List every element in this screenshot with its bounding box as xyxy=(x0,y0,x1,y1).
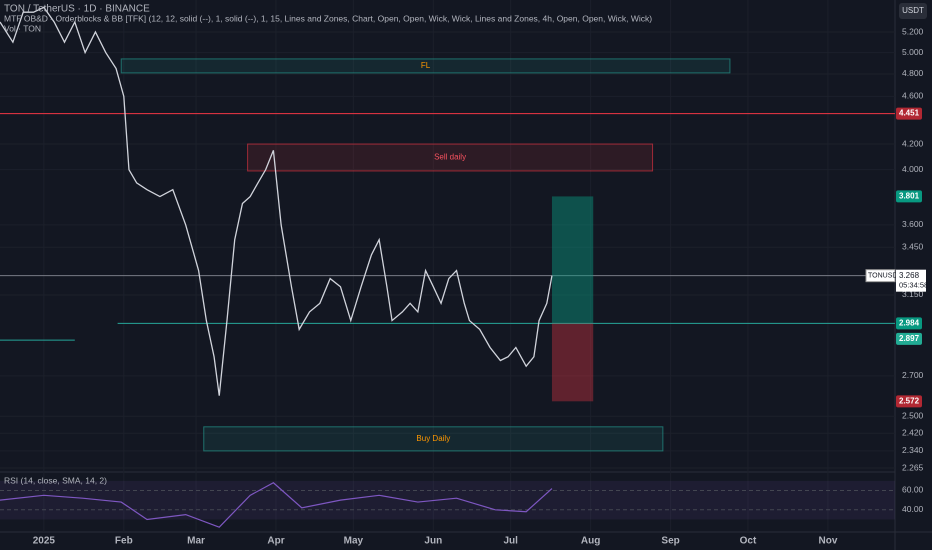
x-tick-label: Aug xyxy=(581,536,600,547)
target-box xyxy=(551,196,594,324)
y-tick-label: 3.150 xyxy=(902,289,924,299)
zone-label: Sell daily xyxy=(434,153,466,162)
price-label: 2.984 xyxy=(899,318,920,327)
rsi-band xyxy=(0,480,895,520)
price-label-bg xyxy=(896,190,922,203)
y-tick-label: 4.600 xyxy=(902,91,924,101)
x-tick-label: 2025 xyxy=(33,536,56,547)
y-tick-label: 4.200 xyxy=(902,138,924,148)
volume-title: Vol · TON xyxy=(4,23,41,33)
y-tick-label: 3.450 xyxy=(902,241,924,251)
x-tick-label: Sep xyxy=(661,536,679,547)
zone xyxy=(203,426,664,452)
symbol-tag xyxy=(865,269,896,283)
rsi-tick-label: 40.00 xyxy=(902,504,924,514)
y-tick-label: 5.000 xyxy=(902,47,924,57)
symbol-title: TON / TetherUS · 1D · BINANCE xyxy=(4,4,150,15)
price-label: 2.572 xyxy=(899,396,920,405)
price-label-bg xyxy=(896,317,922,330)
x-tick-label: Jul xyxy=(503,536,518,547)
y-tick-label: 4.000 xyxy=(902,164,924,174)
rsi-tick-label: 60.00 xyxy=(902,485,924,495)
zone-label: Buy Daily xyxy=(416,434,450,443)
y-tick-label: 2.700 xyxy=(902,370,924,380)
currency-button[interactable] xyxy=(899,3,927,19)
y-tick-label: 5.200 xyxy=(902,26,924,36)
x-tick-label: Mar xyxy=(187,536,205,547)
price-line xyxy=(0,6,553,396)
price-label: 2.897 xyxy=(899,334,920,343)
last-price-bg xyxy=(896,269,926,292)
price-label: 3.801 xyxy=(899,192,920,201)
x-tick-label: Feb xyxy=(115,536,133,547)
zone xyxy=(120,58,731,74)
last-price: 3.268 xyxy=(899,271,920,280)
currency-label: USDT xyxy=(902,6,924,15)
stop-box xyxy=(551,323,594,402)
price-label-bg xyxy=(896,332,922,345)
y-tick-label: 2.420 xyxy=(902,428,924,438)
rsi-title: RSI (14, close, SMA, 14, 2) xyxy=(4,475,107,485)
zone xyxy=(247,143,654,172)
y-tick-label: 2.265 xyxy=(902,462,924,472)
x-tick-label: May xyxy=(344,536,364,547)
countdown: 05:34:58 xyxy=(899,281,928,290)
rsi-line xyxy=(0,482,553,528)
price-label: 4.451 xyxy=(899,109,920,118)
symbol-tag-text: TONUSDT xyxy=(868,273,902,280)
x-tick-label: Oct xyxy=(740,536,757,547)
y-tick-label: 4.800 xyxy=(902,68,924,78)
indicator-title: MTF OB&D - Orderblocks & BB [TFK] (12, 1… xyxy=(4,13,652,23)
y-tick-label: 3.600 xyxy=(902,219,924,229)
y-tick-label: 2.340 xyxy=(902,445,924,455)
zone-label: FL xyxy=(421,61,431,70)
x-tick-label: Nov xyxy=(818,536,837,547)
price-label-bg xyxy=(896,395,922,408)
x-tick-label: Apr xyxy=(267,536,284,547)
x-tick-label: Jun xyxy=(424,536,442,547)
y-tick-label: 2.500 xyxy=(902,410,924,420)
price-label-bg xyxy=(896,107,922,120)
